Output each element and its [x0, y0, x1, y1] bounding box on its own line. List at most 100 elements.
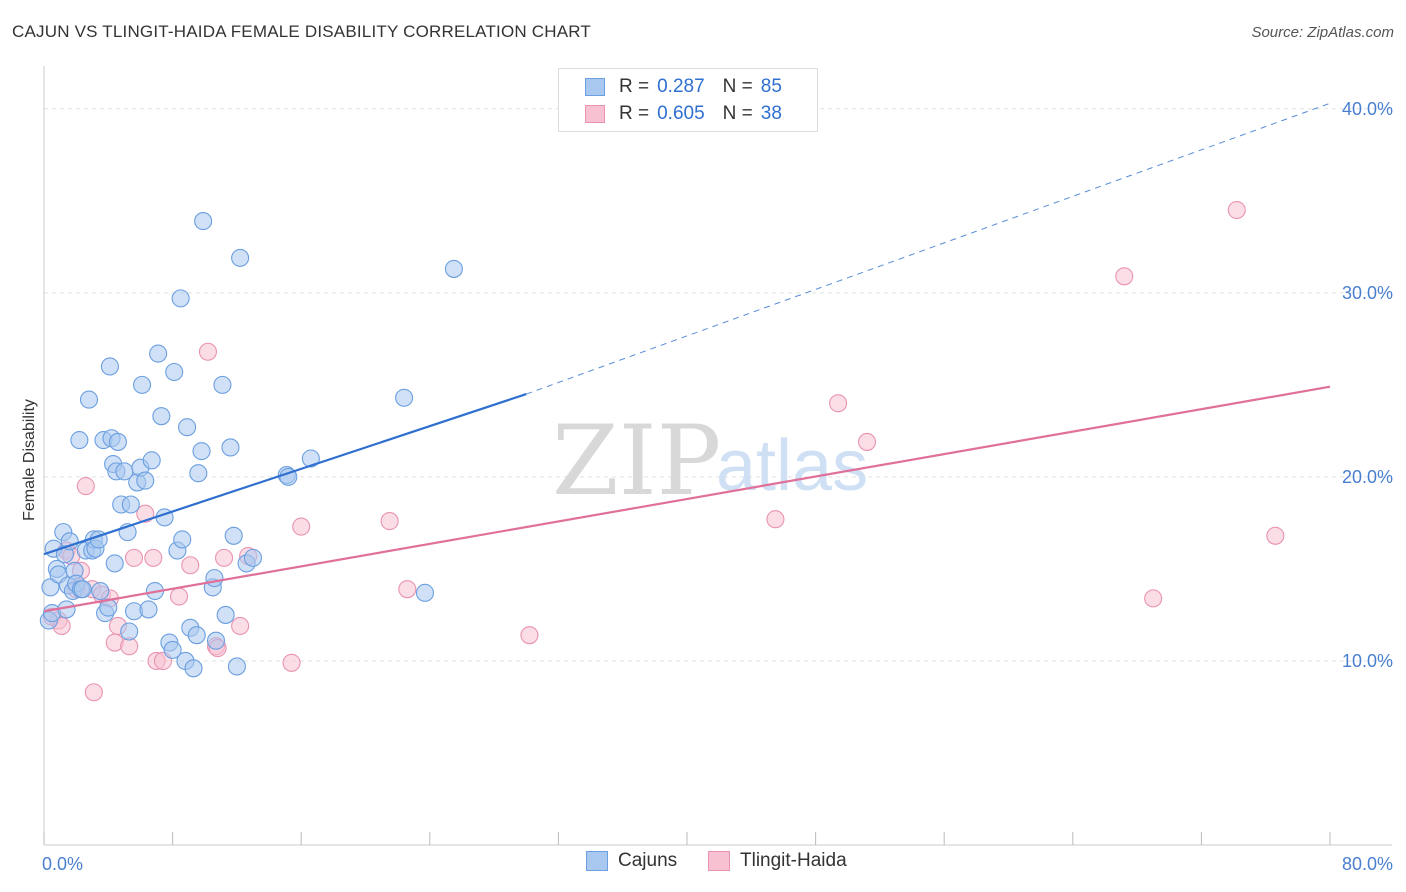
legend-r-value: 0.287 [657, 76, 705, 97]
cajun-point [189, 464, 208, 483]
cajun-point [152, 407, 171, 426]
y-axis-label: Female Disability [21, 399, 38, 521]
cajun-point [139, 600, 158, 619]
tlingit-haida-point [124, 548, 144, 567]
cajun-point [121, 495, 140, 514]
legend-n-label: N = [722, 103, 753, 124]
cajun-point [192, 442, 211, 461]
cajun-point [444, 259, 463, 278]
cajun-point [206, 631, 226, 650]
cajun-point [213, 375, 232, 394]
cajun-trend-line [43, 393, 527, 556]
cajun-point [105, 554, 124, 573]
legend-r-value: 0.605 [657, 103, 705, 124]
cajun-point [100, 357, 119, 376]
legend-r-label: R = [619, 103, 650, 124]
cajun-point [163, 640, 182, 659]
axes [43, 66, 1392, 846]
cajun-point [231, 248, 250, 267]
cajun-point [133, 375, 152, 394]
cajun-point [120, 622, 139, 641]
cajun-point [395, 388, 414, 407]
cajun-point [301, 449, 320, 468]
cajun-point [91, 581, 110, 601]
tlingit-haida-point [198, 342, 218, 361]
legend: R = 0.287 N = 85 R = 0.605 N = 38 [558, 68, 818, 132]
cajun-point [178, 418, 197, 437]
cajun-point [184, 659, 203, 678]
x-tick-label: 0.0% [42, 854, 83, 874]
tlingit-haida-point [1144, 589, 1163, 608]
cajun-point [79, 390, 99, 409]
legend-swatch-cajuns [585, 78, 605, 96]
cajun-point [70, 431, 89, 450]
tlingit-haida-trend-line [43, 385, 1331, 613]
cajun-point [243, 548, 263, 567]
legend-swatch-tlingit-haida [585, 105, 605, 123]
tlingit-haida-point [76, 477, 95, 496]
legend-n-value: 38 [760, 103, 782, 124]
watermark-atlas: atlas [716, 426, 868, 506]
legend-n-label: N = [722, 76, 753, 97]
cajun-point [149, 344, 168, 363]
tlingit-haida-point [1115, 267, 1134, 286]
chart-title: CAJUN VS TLINGIT-HAIDA FEMALE DISABILITY… [12, 22, 592, 41]
tlingit-haida-point [829, 394, 848, 413]
watermark-zip: ZIP [552, 405, 721, 517]
tick-labels: 10.0% 20.0% 30.0% 40.0% 0.0% 80.0% [42, 99, 1393, 874]
cajun-point [108, 432, 127, 451]
bottom-legend-cajuns: Cajuns [586, 850, 677, 872]
x-tick-label: 80.0% [1342, 854, 1393, 874]
bottom-legend-label-cajuns: Cajuns [618, 850, 678, 871]
trend-lines [43, 102, 1331, 613]
bottom-legend-swatch-cajuns [586, 851, 608, 871]
tlingit-haida-point [380, 512, 399, 531]
cajun-trend-extension [526, 102, 1331, 395]
tlingit-haida-point [520, 626, 539, 645]
cajun-point [165, 362, 184, 382]
tlingit-haida-point [766, 510, 785, 529]
tlingit-haida-point [136, 504, 155, 523]
tlingit-haida-point [398, 580, 417, 599]
bottom-legend-label-tlingit-haida: Tlingit-Haida [740, 850, 847, 871]
cajun-point [205, 569, 224, 588]
bottom-legend-swatch-tlingit-haida [708, 851, 730, 871]
cajun-point [216, 605, 235, 624]
y-tick-label: 30.0% [1342, 283, 1393, 303]
y-tick-label: 40.0% [1342, 99, 1393, 119]
cajun-point [73, 580, 92, 599]
tlingit-haida-point [857, 432, 877, 451]
watermark: ZIP atlas [552, 405, 868, 517]
cajun-point [142, 451, 161, 470]
cajun-point [173, 530, 192, 549]
tlingit-haida-point [1227, 200, 1246, 220]
legend-r-label: R = [619, 76, 650, 97]
cajun-point [41, 578, 60, 597]
cajun-point [187, 626, 206, 645]
legend-n-value: 85 [760, 76, 782, 97]
y-tick-label: 10.0% [1342, 651, 1393, 671]
cajun-point [60, 532, 79, 551]
cajun-point [227, 657, 246, 676]
cajun-point [194, 212, 213, 231]
legend-row-tlingit-haida: R = 0.605 N = 38 [585, 102, 782, 126]
tlingit-haida-point [292, 517, 311, 536]
tlingit-haida-point [231, 616, 250, 636]
tlingit-haida-point [282, 653, 301, 672]
legend-row-cajuns: R = 0.287 N = 85 [585, 75, 782, 99]
tlingit-haida-point [181, 556, 200, 575]
y-tick-label: 20.0% [1342, 467, 1393, 487]
tlingit-haida-point [214, 548, 234, 567]
cajun-point [415, 583, 435, 602]
cajun-point [136, 471, 155, 490]
cajun-point [171, 289, 190, 308]
cajun-point [224, 526, 243, 545]
source-label: Source: ZipAtlas.com [1251, 24, 1394, 41]
tlingit-haida-point [1266, 526, 1285, 545]
tlingit-haida-point [169, 587, 189, 606]
bottom-legend-tlingit-haida: Tlingit-Haida [708, 850, 847, 872]
gridlines [44, 108, 1392, 662]
cajun-point [221, 438, 240, 457]
data-points [39, 200, 1285, 702]
